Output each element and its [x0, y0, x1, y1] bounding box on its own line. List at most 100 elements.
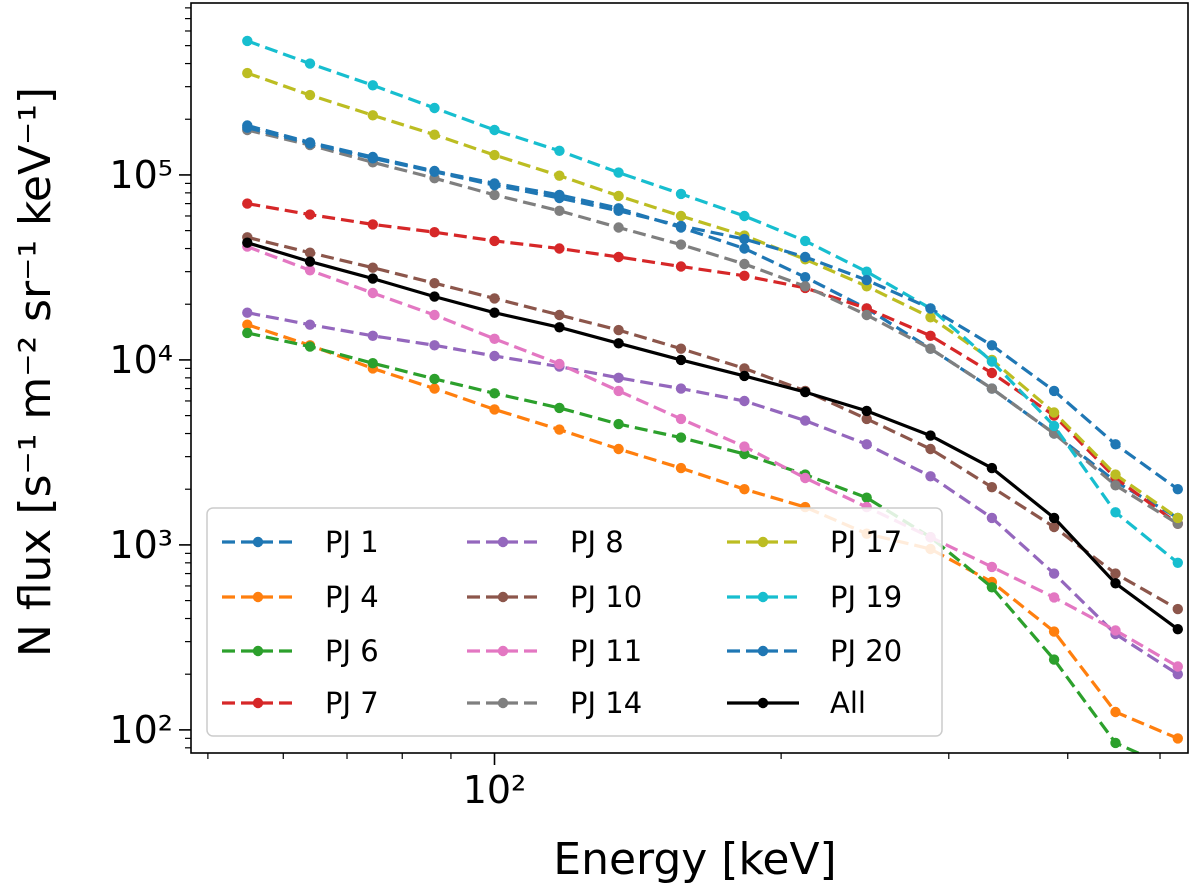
series-line-pj-19 — [246, 39, 1179, 565]
legend-marker-pj-17 — [757, 536, 769, 548]
data-point-pj-14-8 — [739, 258, 750, 270]
x-tick-label: 10² — [463, 768, 527, 812]
series-line-pj-7 — [247, 202, 1179, 526]
data-point-pj-6-1 — [304, 341, 316, 352]
data-point-all-12 — [986, 462, 998, 474]
data-point-pj-20-8 — [739, 233, 750, 245]
data-point-pj-11-9 — [800, 472, 811, 484]
data-point-pj-10-5 — [554, 309, 565, 321]
data-point-pj-17-1 — [304, 89, 316, 101]
data-point-all-7 — [675, 354, 687, 366]
data-point-pj-14-9 — [800, 281, 811, 292]
data-point-pj-20-0 — [242, 122, 253, 133]
data-point-pj-7-6 — [613, 251, 624, 263]
legend-label-pj-4: PJ 4 — [325, 580, 379, 614]
data-point-pj-20-13 — [1048, 385, 1060, 397]
legend-label-pj-20: PJ 20 — [830, 634, 902, 668]
data-point-pj-10-8 — [739, 363, 750, 374]
data-point-pj-11-6 — [613, 385, 624, 397]
data-point-pj-8-15 — [1172, 669, 1184, 680]
x-axis-label: Energy [keV] — [553, 834, 836, 885]
series-line-all — [246, 241, 1179, 631]
data-point-pj-6-13 — [1048, 654, 1060, 665]
data-point-all-10 — [861, 405, 872, 417]
data-point-pj-8-12 — [986, 512, 998, 524]
data-point-all-3 — [429, 291, 440, 302]
data-point-all-6 — [613, 338, 624, 349]
data-point-pj-19-13 — [1048, 420, 1060, 432]
data-point-pj-17-0 — [242, 67, 253, 79]
data-point-pj-1-9 — [800, 272, 811, 283]
data-point-pj-14-14 — [1110, 480, 1121, 491]
data-point-pj-19-1 — [304, 58, 316, 69]
data-point-pj-8-3 — [429, 340, 440, 351]
data-point-pj-20-10 — [861, 274, 872, 286]
data-point-pj-4-0 — [242, 319, 253, 330]
data-point-pj-8-0 — [242, 307, 253, 318]
series-line-pj-4 — [246, 323, 1179, 740]
legend-marker-pj-1 — [252, 536, 264, 548]
legend-label-pj-7: PJ 7 — [325, 686, 379, 720]
data-point-pj-17-2 — [367, 110, 378, 121]
series-line-pj-20 — [246, 126, 1179, 491]
data-point-pj-17-6 — [613, 190, 624, 202]
data-point-pj-19-0 — [242, 35, 253, 47]
data-point-pj-8-6 — [613, 372, 624, 383]
legend-label-pj-17: PJ 17 — [830, 525, 902, 559]
data-point-pj-6-6 — [613, 418, 624, 430]
data-point-pj-17-14 — [1110, 469, 1121, 480]
data-point-pj-19-15 — [1172, 557, 1184, 568]
legend-marker-pj-10 — [497, 591, 509, 603]
legend-box — [206, 507, 943, 737]
legend-label-pj-10: PJ 10 — [570, 580, 642, 614]
data-point-pj-6-5 — [554, 402, 565, 414]
data-point-pj-20-5 — [554, 192, 565, 204]
data-point-pj-7-7 — [675, 261, 687, 272]
data-point-pj-4-13 — [1048, 626, 1060, 637]
data-point-pj-19-4 — [489, 124, 500, 136]
data-point-pj-10-13 — [1048, 521, 1060, 533]
data-point-pj-4-5 — [554, 424, 565, 435]
data-point-pj-8-9 — [800, 415, 811, 426]
data-point-pj-6-0 — [242, 327, 253, 339]
legend-label-pj-8: PJ 8 — [570, 525, 624, 559]
data-point-pj-7-2 — [367, 219, 378, 230]
data-point-pj-17-13 — [1048, 407, 1060, 418]
data-point-pj-4-14 — [1110, 706, 1121, 718]
series-group — [242, 35, 1184, 776]
y-axis-label: N flux [s⁻¹ m⁻² sr⁻¹ keV⁻¹] — [10, 87, 61, 657]
legend-marker-all — [757, 697, 769, 709]
legend: PJ 1 PJ 4 PJ 6 PJ 7 PJ 8 PJ 10 PJ 11 PJ 14 PJ 17… — [206, 507, 943, 737]
data-point-pj-19-12 — [986, 356, 998, 367]
data-point-pj-17-7 — [675, 210, 687, 222]
plot-area — [242, 35, 1184, 776]
axes: 10² 10³ 10⁴ 10⁵ 10² — [109, 2, 1189, 812]
series-line-pj-6 — [246, 331, 1142, 753]
data-point-pj-7-3 — [429, 227, 440, 238]
y-tick-label: 10⁴ — [109, 338, 173, 382]
legend-marker-pj-14 — [497, 697, 509, 709]
series-line-pj-14 — [246, 128, 1179, 526]
data-point-pj-11-1 — [304, 265, 316, 276]
data-point-pj-11-15 — [1172, 661, 1184, 672]
legend-label-pj-11: PJ 11 — [570, 634, 642, 668]
data-point-pj-17-11 — [925, 312, 936, 323]
series-line-pj-8 — [246, 311, 1179, 676]
data-point-pj-10-1 — [304, 247, 316, 258]
data-point-pj-6-8 — [739, 448, 750, 460]
data-point-pj-7-1 — [304, 209, 316, 220]
data-point-all-9 — [800, 386, 811, 398]
data-point-pj-6-15 — [1173, 766, 1183, 776]
y-tick-label: 10⁵ — [109, 153, 173, 197]
y-tick-label: 10² — [109, 708, 173, 752]
series-line-pj-17 — [246, 71, 1179, 520]
data-point-pj-19-6 — [613, 167, 624, 178]
data-point-pj-20-3 — [429, 166, 440, 177]
data-point-all-8 — [739, 370, 750, 382]
data-point-pj-10-3 — [429, 278, 440, 289]
legend-marker-pj-4 — [252, 591, 264, 603]
data-point-pj-7-8 — [739, 270, 750, 281]
data-point-pj-19-2 — [367, 80, 378, 91]
data-point-pj-20-15 — [1172, 484, 1184, 495]
